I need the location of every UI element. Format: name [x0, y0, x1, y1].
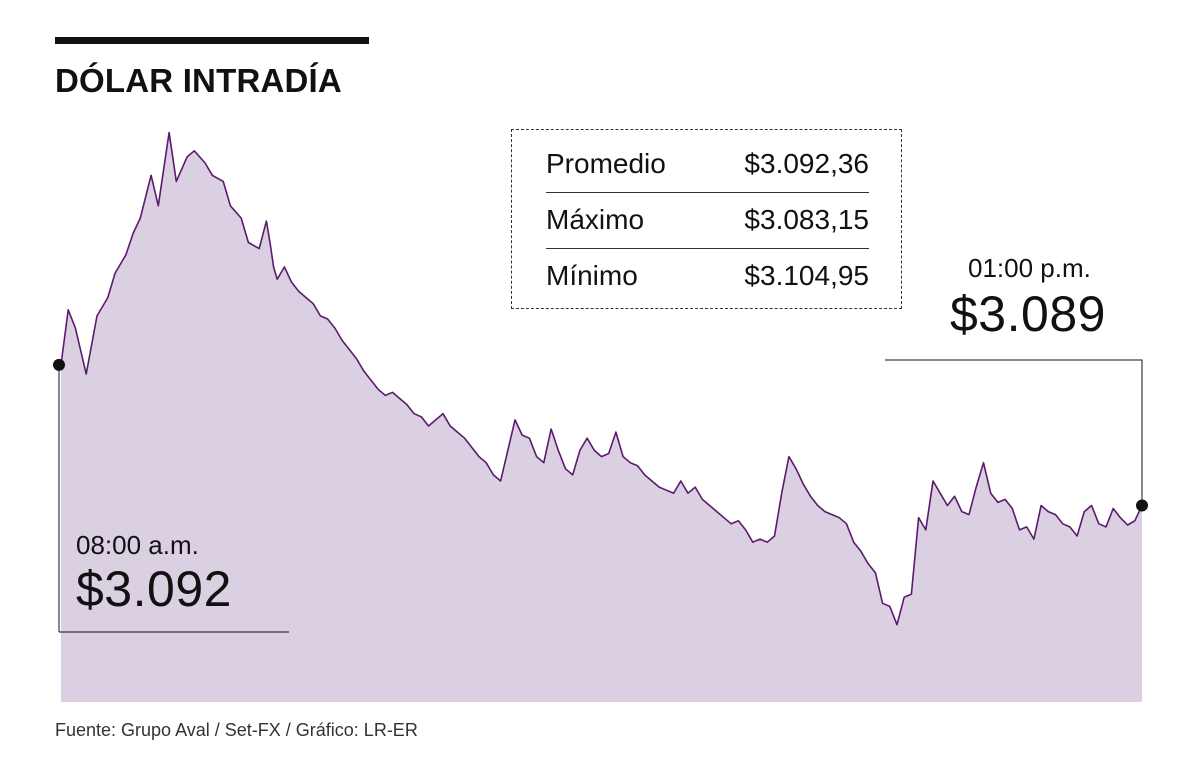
source-note: Fuente: Grupo Aval / Set-FX / Gráfico: L…: [55, 720, 418, 740]
series-line: [60, 131, 1143, 626]
stat-row-minimum: Mínimo $3.104,95: [546, 248, 869, 304]
start-time-label: 08:00 a.m.: [76, 530, 199, 560]
start-price-label: $3.092: [76, 561, 232, 617]
end-price-label: $3.089: [950, 286, 1106, 342]
area-fill: [61, 132, 1142, 702]
stat-label: Máximo: [546, 204, 645, 235]
title-rule: [55, 37, 369, 44]
stat-label: Mínimo: [546, 260, 638, 291]
end-point-marker: [1136, 499, 1148, 512]
start-point-marker: [53, 358, 65, 371]
stat-label: Promedio: [546, 148, 666, 179]
stat-value: $3.104,95: [744, 260, 869, 291]
end-leader-line: [885, 359, 1143, 506]
stats-box: Promedio $3.092,36 Máximo $3.083,15 Míni…: [511, 129, 902, 309]
chart-title: DÓLAR INTRADÍA: [55, 62, 342, 99]
stat-row-average: Promedio $3.092,36: [546, 136, 869, 193]
stat-row-maximum: Máximo $3.083,15: [546, 192, 869, 249]
stat-value: $3.083,15: [744, 204, 869, 235]
stat-value: $3.092,36: [744, 148, 869, 179]
end-time-label: 01:00 p.m.: [968, 253, 1091, 283]
